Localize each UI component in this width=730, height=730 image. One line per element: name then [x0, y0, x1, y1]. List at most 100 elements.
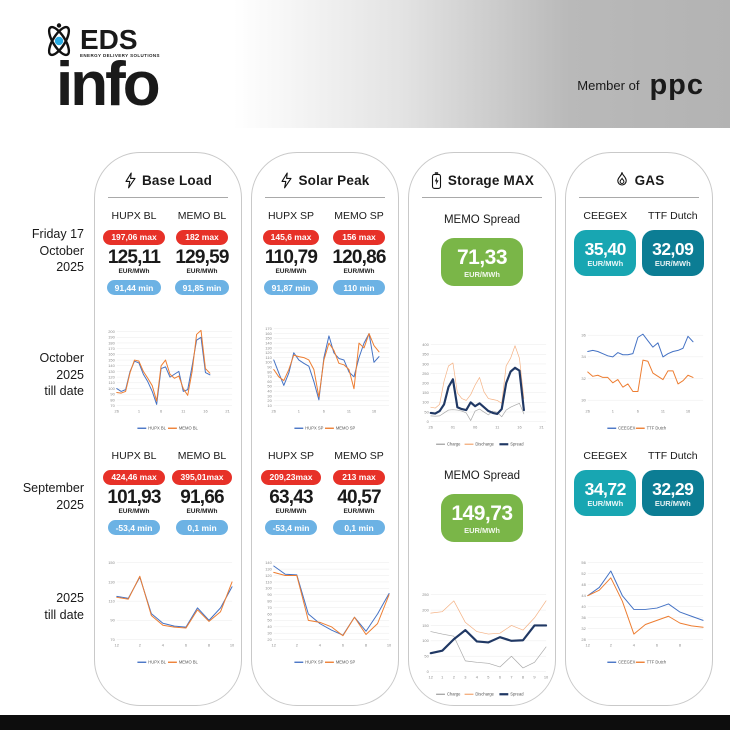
price-value: 40,57 — [337, 487, 381, 508]
svg-text:26: 26 — [272, 408, 277, 413]
divider — [579, 197, 699, 198]
gas-value: 35,40 — [584, 239, 627, 259]
svg-text:90: 90 — [110, 392, 115, 397]
baseload-september-values: HUPX BL 424,46 max 101,93 EUR/MWh -53,4 … — [100, 438, 236, 556]
spread-value-box: 149,73 EUR/MWh — [441, 494, 523, 543]
bolt-icon — [280, 171, 293, 189]
price-value: 63,43 — [269, 487, 313, 508]
price-unit: EUR/MWh — [186, 508, 218, 515]
svg-text:11: 11 — [495, 424, 499, 429]
spread-label: MEMO Spread — [443, 214, 521, 226]
svg-text:21: 21 — [225, 408, 229, 413]
row-label-september: September 2025 — [22, 481, 84, 512]
svg-text:100: 100 — [422, 400, 429, 405]
market-label: MEMO SP — [334, 450, 384, 462]
gas-september-values: CEEGEX 34,72 EUR/MWh TTF Dutch 32,29 EUR… — [571, 438, 707, 556]
svg-text:12: 12 — [586, 642, 590, 647]
svg-text:Discharge: Discharge — [475, 692, 494, 697]
svg-text:400: 400 — [422, 342, 429, 347]
spread-label: MEMO Spread — [443, 470, 521, 482]
svg-text:70: 70 — [110, 637, 115, 642]
flame-icon — [614, 171, 630, 189]
card-title-base-load: Base Load — [100, 163, 236, 197]
chart-gas-ytd: 28 32 36 40 44 48 52 56 12 2 4 6 8 CEEGEX TTF Dutch — [571, 556, 707, 672]
svg-text:350: 350 — [422, 352, 429, 357]
svg-text:150: 150 — [108, 560, 115, 565]
card-gas: GAS CEEGEX 35,40 EUR/MWh TTF Dutch 32,09… — [565, 152, 713, 706]
min-badge: 0,1 min — [176, 520, 228, 535]
svg-text:11: 11 — [661, 408, 665, 413]
market-label: HUPX SP — [267, 210, 315, 222]
svg-text:6: 6 — [185, 642, 188, 647]
svg-text:6: 6 — [637, 408, 640, 413]
cards-row: Base Load HUPX BL 197,06 max 125,11 EUR/… — [94, 152, 713, 706]
svg-text:12: 12 — [429, 674, 433, 679]
min-badge: 91,44 min — [106, 280, 162, 295]
market-label: HUPX BL — [111, 210, 157, 222]
svg-text:TTF Dutch: TTF Dutch — [647, 660, 667, 665]
logo-subtitle: ENERGY DELIVERY SOLUTIONS — [80, 53, 160, 58]
max-badge: 209,23max — [261, 469, 321, 485]
chart-baseload-october: 70 80 90 100 110 120 130 140 150 160 170 180 190 200 2… — [100, 322, 236, 438]
svg-text:2: 2 — [139, 642, 141, 647]
svg-text:28: 28 — [581, 637, 586, 642]
svg-text:110: 110 — [266, 355, 273, 360]
svg-text:CEEGEX: CEEGEX — [618, 660, 635, 665]
chart-solarpeak-october: 10 20 30 40 50 60 70 80 90 100 110 120 130 140 150 160 1… — [257, 322, 393, 438]
svg-text:170: 170 — [108, 346, 115, 351]
gas-unit: EUR/MWh — [587, 499, 624, 509]
svg-text:56: 56 — [581, 560, 586, 565]
svg-text:100: 100 — [108, 386, 115, 391]
row-label-ytd: 2025 till date — [44, 591, 84, 622]
svg-text:0: 0 — [427, 669, 430, 674]
svg-text:2: 2 — [610, 642, 612, 647]
max-badge: 197,06 max — [103, 229, 165, 245]
svg-text:36: 36 — [581, 615, 586, 620]
gas-value: 32,29 — [652, 479, 694, 499]
price-value: 125,11 — [107, 247, 161, 268]
svg-text:6: 6 — [499, 674, 502, 679]
market-label: TTF Dutch — [647, 210, 698, 222]
solarpeak-september-values: HUPX SP 209,23max 63,43 EUR/MWh -53,4 mi… — [257, 438, 393, 556]
svg-text:30: 30 — [581, 398, 586, 403]
market-label: CEEGEX — [583, 210, 628, 222]
card-title-gas: GAS — [571, 163, 707, 197]
svg-text:60: 60 — [267, 379, 272, 384]
svg-text:21: 21 — [539, 424, 543, 429]
svg-text:16: 16 — [686, 408, 691, 413]
svg-text:CEEGEX: CEEGEX — [618, 426, 635, 431]
min-badge: -53,4 min — [264, 520, 318, 535]
svg-text:10: 10 — [230, 642, 235, 647]
spread-unit: EUR/MWh — [464, 270, 500, 280]
gas-value-box: 32,09 EUR/MWh — [641, 230, 704, 277]
spread-value: 149,73 — [451, 502, 513, 525]
svg-text:8: 8 — [522, 674, 525, 679]
svg-text:20: 20 — [267, 398, 272, 403]
max-badge: 182 max — [176, 229, 228, 245]
svg-text:MEMO BL: MEMO BL — [179, 660, 199, 665]
svg-text:9: 9 — [533, 674, 535, 679]
svg-text:8: 8 — [208, 642, 211, 647]
svg-text:80: 80 — [267, 369, 272, 374]
svg-text:100: 100 — [422, 638, 429, 643]
gas-value-box: 32,29 EUR/MWh — [641, 470, 704, 517]
svg-text:6: 6 — [656, 642, 659, 647]
spread-value-box: 71,33 EUR/MWh — [441, 238, 523, 287]
svg-text:110: 110 — [109, 599, 116, 604]
svg-text:3: 3 — [464, 674, 467, 679]
svg-text:16: 16 — [517, 424, 522, 429]
svg-text:Discharge: Discharge — [475, 442, 494, 447]
max-badge: 145,6 max — [262, 229, 320, 245]
divider — [108, 197, 228, 198]
svg-text:06: 06 — [473, 424, 478, 429]
svg-text:300: 300 — [422, 361, 429, 366]
svg-text:150: 150 — [265, 336, 272, 341]
price-unit: EUR/MWh — [118, 508, 150, 515]
svg-text:40: 40 — [267, 389, 272, 394]
svg-text:30: 30 — [267, 631, 272, 636]
ppc-logo: ppc — [649, 69, 704, 101]
svg-text:26: 26 — [586, 408, 591, 413]
svg-text:110: 110 — [109, 380, 116, 385]
svg-text:200: 200 — [422, 381, 429, 386]
svg-text:10: 10 — [267, 403, 272, 408]
